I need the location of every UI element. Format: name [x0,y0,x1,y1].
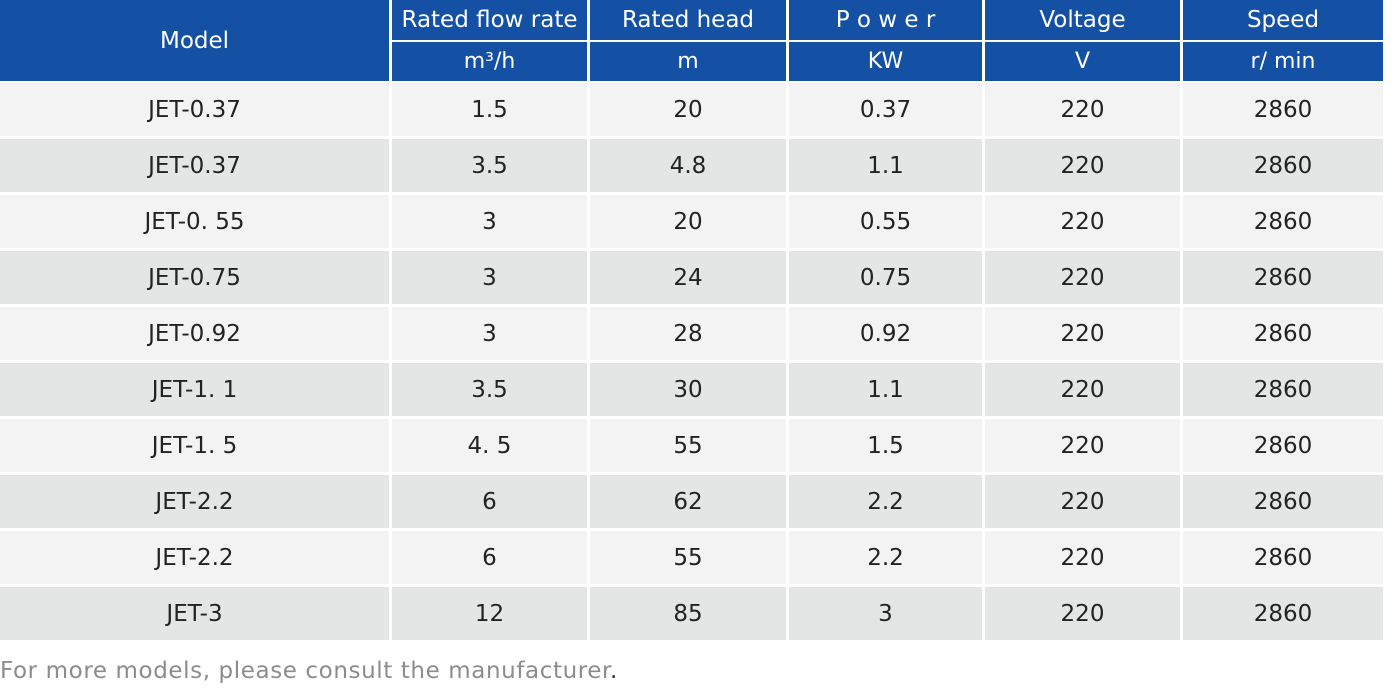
column-header-head: Rated head [590,0,789,42]
unit-head: m [590,42,789,83]
cell-flow: 3 [392,307,590,363]
unit-row: m³/h m KW V r/ min [0,42,1383,83]
table-row: JET-0.92 3 28 0.92 220 2860 [0,307,1383,363]
cell-voltage: 220 [985,363,1183,419]
cell-power: 1.5 [789,419,985,475]
cell-flow: 6 [392,475,590,531]
cell-power: 0.75 [789,251,985,307]
cell-voltage: 220 [985,419,1183,475]
cell-power: 0.37 [789,83,985,139]
column-header-voltage: Voltage [985,0,1183,42]
cell-model: JET-1. 5 [0,419,392,475]
footnote-period: . [610,658,618,684]
cell-head: 24 [590,251,789,307]
cell-speed: 2860 [1183,307,1383,363]
cell-flow: 3.5 [392,363,590,419]
table-row: JET-3 12 85 3 220 2860 [0,587,1383,643]
cell-power: 1.1 [789,139,985,195]
cell-speed: 2860 [1183,363,1383,419]
cell-head: 28 [590,307,789,363]
cell-model: JET-0.37 [0,83,392,139]
cell-model: JET-0.75 [0,251,392,307]
cell-power: 1.1 [789,363,985,419]
cell-power: 3 [789,587,985,643]
footnote: For more models, please consult the manu… [0,658,618,684]
cell-voltage: 220 [985,531,1183,587]
cell-flow: 12 [392,587,590,643]
table-row: JET-2.2 6 62 2.2 220 2860 [0,475,1383,531]
unit-flow: m³/h [392,42,590,83]
cell-model: JET-3 [0,587,392,643]
cell-head: 30 [590,363,789,419]
cell-head: 85 [590,587,789,643]
cell-model: JET-0.92 [0,307,392,363]
cell-model: JET-2.2 [0,531,392,587]
cell-flow: 3 [392,251,590,307]
cell-model: JET-0.37 [0,139,392,195]
table-row: JET-0.37 3.5 4.8 1.1 220 2860 [0,139,1383,195]
header-row: Model Rated flow rate Rated head P o w e… [0,0,1383,83]
cell-voltage: 220 [985,475,1183,531]
cell-speed: 2860 [1183,531,1383,587]
cell-voltage: 220 [985,195,1183,251]
table-row: JET-1. 1 3.5 30 1.1 220 2860 [0,363,1383,419]
cell-head: 62 [590,475,789,531]
table-header: Model Rated flow rate Rated head P o w e… [0,0,1383,83]
cell-voltage: 220 [985,83,1183,139]
cell-flow: 4. 5 [392,419,590,475]
cell-speed: 2860 [1183,475,1383,531]
column-header-flow: Rated flow rate [392,0,590,42]
cell-model: JET-0. 55 [0,195,392,251]
cell-power: 0.55 [789,195,985,251]
cell-power: 2.2 [789,475,985,531]
table-body: JET-0.37 1.5 20 0.37 220 2860 JET-0.37 3… [0,83,1383,643]
table-row: JET-2.2 6 55 2.2 220 2860 [0,531,1383,587]
cell-head: 20 [590,83,789,139]
cell-voltage: 220 [985,307,1183,363]
cell-flow: 3 [392,195,590,251]
table-row: JET-0.37 1.5 20 0.37 220 2860 [0,83,1383,139]
cell-head: 4.8 [590,139,789,195]
cell-speed: 2860 [1183,251,1383,307]
table-row: JET-0.75 3 24 0.75 220 2860 [0,251,1383,307]
cell-voltage: 220 [985,139,1183,195]
cell-head: 20 [590,195,789,251]
column-header-speed: Speed [1183,0,1383,42]
cell-head: 55 [590,419,789,475]
cell-model: JET-2.2 [0,475,392,531]
cell-head: 55 [590,531,789,587]
cell-flow: 3.5 [392,139,590,195]
cell-power: 0.92 [789,307,985,363]
footnote-text: For more models, please consult the manu… [0,658,610,684]
cell-speed: 2860 [1183,139,1383,195]
cell-model: JET-1. 1 [0,363,392,419]
cell-speed: 2860 [1183,419,1383,475]
cell-power: 2.2 [789,531,985,587]
cell-speed: 2860 [1183,587,1383,643]
cell-speed: 2860 [1183,83,1383,139]
unit-voltage: V [985,42,1183,83]
unit-power: KW [789,42,985,83]
cell-speed: 2860 [1183,195,1383,251]
cell-voltage: 220 [985,587,1183,643]
cell-flow: 6 [392,531,590,587]
cell-voltage: 220 [985,251,1183,307]
pump-spec-table: Model Rated flow rate Rated head P o w e… [0,0,1383,643]
column-header-model: Model [0,0,392,83]
table-row: JET-1. 5 4. 5 55 1.5 220 2860 [0,419,1383,475]
unit-speed: r/ min [1183,42,1383,83]
column-header-power: P o w e r [789,0,985,42]
table-row: JET-0. 55 3 20 0.55 220 2860 [0,195,1383,251]
cell-flow: 1.5 [392,83,590,139]
